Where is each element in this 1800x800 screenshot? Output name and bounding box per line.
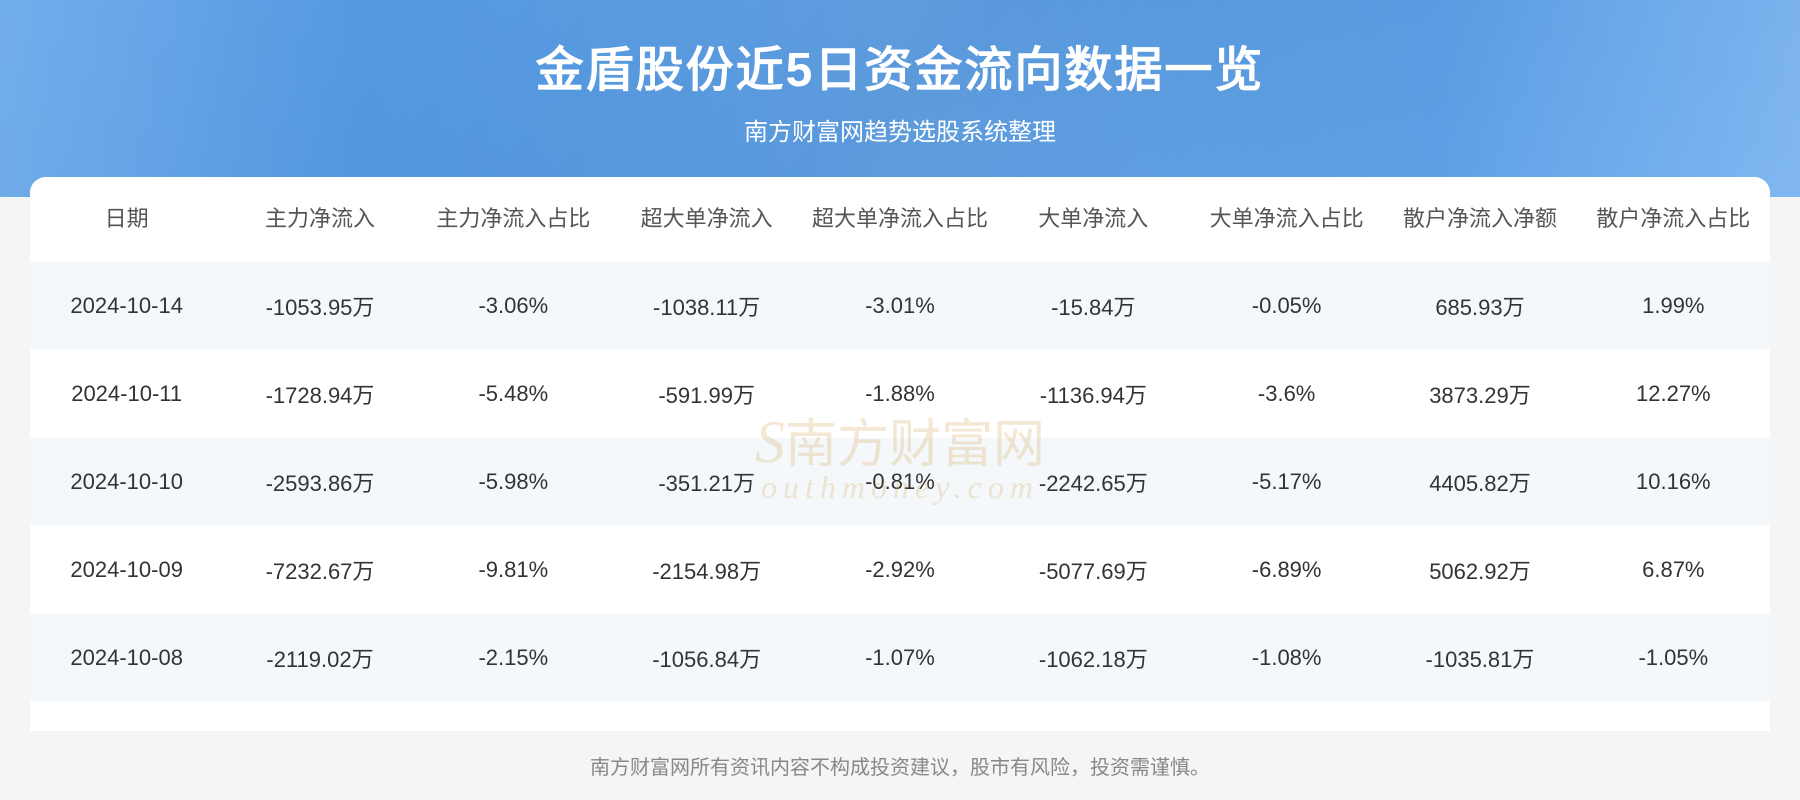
table-cell: 12.27% xyxy=(1577,350,1770,438)
table-cell: -351.21万 xyxy=(610,438,803,526)
col-main-inflow: 主力净流入 xyxy=(223,177,416,262)
table-body: 2024-10-14-1053.95万-3.06%-1038.11万-3.01%… xyxy=(30,262,1770,702)
table-row: 2024-10-14-1053.95万-3.06%-1038.11万-3.01%… xyxy=(30,262,1770,350)
col-large-inflow: 大单净流入 xyxy=(997,177,1190,262)
table-cell: 4405.82万 xyxy=(1383,438,1576,526)
table-cell: -1056.84万 xyxy=(610,614,803,702)
table-cell: -9.81% xyxy=(417,526,610,614)
col-super-inflow: 超大单净流入 xyxy=(610,177,803,262)
table-cell: -2.92% xyxy=(803,526,996,614)
table-cell: 2024-10-08 xyxy=(30,614,223,702)
table-row: 2024-10-11-1728.94万-5.48%-591.99万-1.88%-… xyxy=(30,350,1770,438)
table-cell: 6.87% xyxy=(1577,526,1770,614)
col-large-ratio: 大单净流入占比 xyxy=(1190,177,1383,262)
page-container: 金盾股份近5日资金流向数据一览 南方财富网趋势选股系统整理 S南方财富网 out… xyxy=(0,0,1800,800)
table-cell: 2024-10-09 xyxy=(30,526,223,614)
table-cell: -1.07% xyxy=(803,614,996,702)
col-main-ratio: 主力净流入占比 xyxy=(417,177,610,262)
table-header-row: 日期 主力净流入 主力净流入占比 超大单净流入 超大单净流入占比 大单净流入 大… xyxy=(30,177,1770,262)
table-cell: -5.17% xyxy=(1190,438,1383,526)
table-cell: -2119.02万 xyxy=(223,614,416,702)
table-cell: -2154.98万 xyxy=(610,526,803,614)
footer-disclaimer: 南方财富网所有资讯内容不构成投资建议，股市有风险，投资需谨慎。 xyxy=(0,731,1800,800)
page-subtitle: 南方财富网趋势选股系统整理 xyxy=(0,112,1800,147)
table-cell: -15.84万 xyxy=(997,262,1190,350)
page-title: 金盾股份近5日资金流向数据一览 xyxy=(0,30,1800,100)
capital-flow-table: 日期 主力净流入 主力净流入占比 超大单净流入 超大单净流入占比 大单净流入 大… xyxy=(30,177,1770,702)
table-cell: -1035.81万 xyxy=(1383,614,1576,702)
table-cell: 2024-10-14 xyxy=(30,262,223,350)
table-cell: -2.15% xyxy=(417,614,610,702)
table-cell: -1062.18万 xyxy=(997,614,1190,702)
col-super-ratio: 超大单净流入占比 xyxy=(803,177,996,262)
table-cell: -5.98% xyxy=(417,438,610,526)
table-cell: -0.81% xyxy=(803,438,996,526)
table-cell: 5062.92万 xyxy=(1383,526,1576,614)
col-retail-amount: 散户净流入净额 xyxy=(1383,177,1576,262)
table-cell: -591.99万 xyxy=(610,350,803,438)
table-cell: -7232.67万 xyxy=(223,526,416,614)
table-row: 2024-10-09-7232.67万-9.81%-2154.98万-2.92%… xyxy=(30,526,1770,614)
table-cell: 3873.29万 xyxy=(1383,350,1576,438)
table-cell: -1053.95万 xyxy=(223,262,416,350)
col-retail-ratio: 散户净流入占比 xyxy=(1577,177,1770,262)
table-cell: 10.16% xyxy=(1577,438,1770,526)
table-cell: -1.08% xyxy=(1190,614,1383,702)
table-cell: 1.99% xyxy=(1577,262,1770,350)
table-container: S南方财富网 outhmoney.com 日期 主力净流入 主力净流入占比 超大… xyxy=(30,177,1770,731)
table-cell: -1.05% xyxy=(1577,614,1770,702)
table-cell: -3.06% xyxy=(417,262,610,350)
table-cell: -5.48% xyxy=(417,350,610,438)
col-date: 日期 xyxy=(30,177,223,262)
table-cell: -3.01% xyxy=(803,262,996,350)
table-cell: -2242.65万 xyxy=(997,438,1190,526)
table-cell: 2024-10-11 xyxy=(30,350,223,438)
table-cell: -0.05% xyxy=(1190,262,1383,350)
table-cell: 2024-10-10 xyxy=(30,438,223,526)
table-cell: -2593.86万 xyxy=(223,438,416,526)
table-cell: -6.89% xyxy=(1190,526,1383,614)
table-cell: -5077.69万 xyxy=(997,526,1190,614)
table-cell: 685.93万 xyxy=(1383,262,1576,350)
table-cell: -1.88% xyxy=(803,350,996,438)
table-row: 2024-10-08-2119.02万-2.15%-1056.84万-1.07%… xyxy=(30,614,1770,702)
table-cell: -3.6% xyxy=(1190,350,1383,438)
table-row: 2024-10-10-2593.86万-5.98%-351.21万-0.81%-… xyxy=(30,438,1770,526)
table-cell: -1728.94万 xyxy=(223,350,416,438)
table-cell: -1038.11万 xyxy=(610,262,803,350)
header-banner: 金盾股份近5日资金流向数据一览 南方财富网趋势选股系统整理 xyxy=(0,0,1800,197)
table-cell: -1136.94万 xyxy=(997,350,1190,438)
